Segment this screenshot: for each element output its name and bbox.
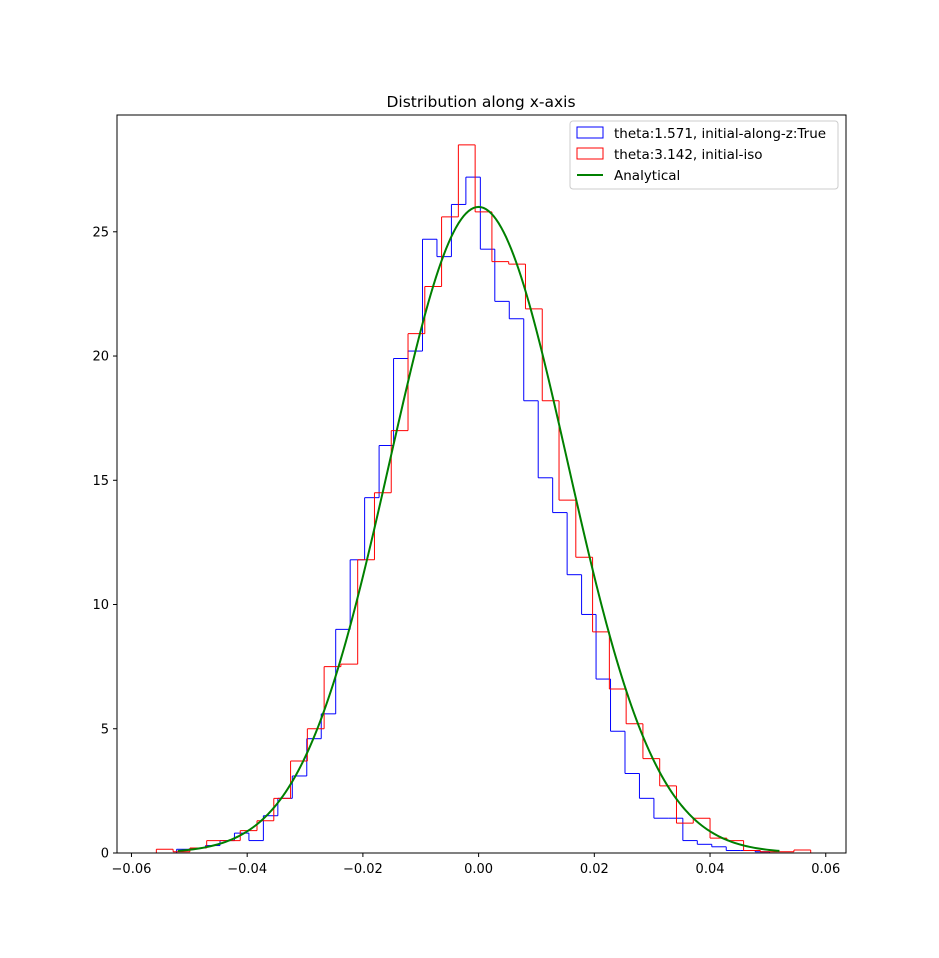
analytical-curve [177, 205, 780, 852]
y-tick-label: 25 [92, 225, 109, 240]
histogram-series-1 [176, 176, 771, 853]
legend-swatch-series-1 [576, 126, 604, 139]
y-tick-label: 5 [101, 722, 109, 737]
y-tick-label: 15 [92, 474, 109, 489]
x-tick-label: 0.00 [464, 862, 493, 877]
legend: theta:1.571, initial-along-z:True theta:… [569, 120, 839, 190]
y-tick-label: 10 [92, 598, 109, 613]
legend-box [569, 120, 839, 190]
chart-title: Distribution along x-axis [386, 93, 575, 111]
y-tick-label: 20 [92, 350, 109, 365]
y-axis: 0 5 10 15 20 25 [92, 225, 117, 862]
legend-label-analytical: Analytical [614, 168, 680, 184]
x-tick-label: −0.06 [112, 862, 152, 877]
series-layer [155, 144, 812, 853]
x-tick-label: 0.04 [696, 862, 725, 877]
x-axis: −0.06 −0.04 −0.02 0.00 0.02 0.04 0.06 [112, 853, 840, 877]
legend-label-series-2: theta:3.142, initial-iso [614, 147, 763, 163]
plot-frame [116, 114, 847, 854]
legend-swatch-series-2 [576, 147, 604, 160]
legend-label-series-1: theta:1.571, initial-along-z:True [614, 126, 826, 142]
x-tick-label: −0.04 [227, 862, 267, 877]
x-tick-label: 0.06 [811, 862, 840, 877]
x-tick-label: −0.02 [343, 862, 383, 877]
x-tick-label: 0.02 [580, 862, 609, 877]
y-tick-label: 0 [101, 847, 109, 862]
